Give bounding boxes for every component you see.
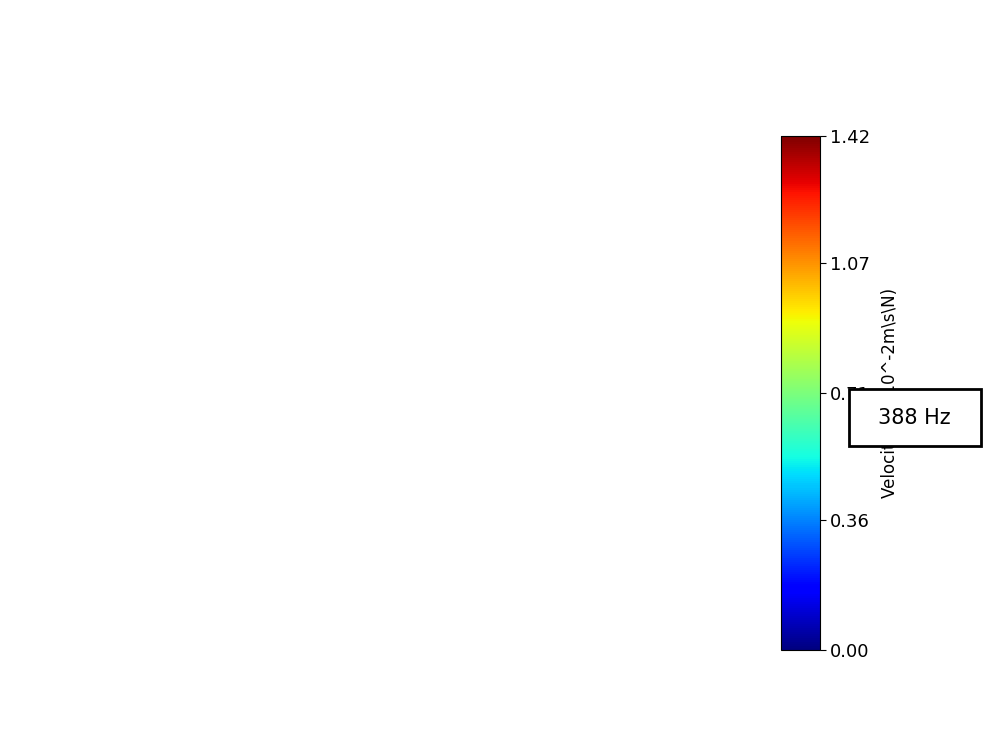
Text: 388 Hz: 388 Hz [878, 407, 952, 428]
Y-axis label: Velocity Z (x10^-2m\s\N): Velocity Z (x10^-2m\s\N) [881, 288, 899, 498]
FancyBboxPatch shape [849, 389, 981, 446]
